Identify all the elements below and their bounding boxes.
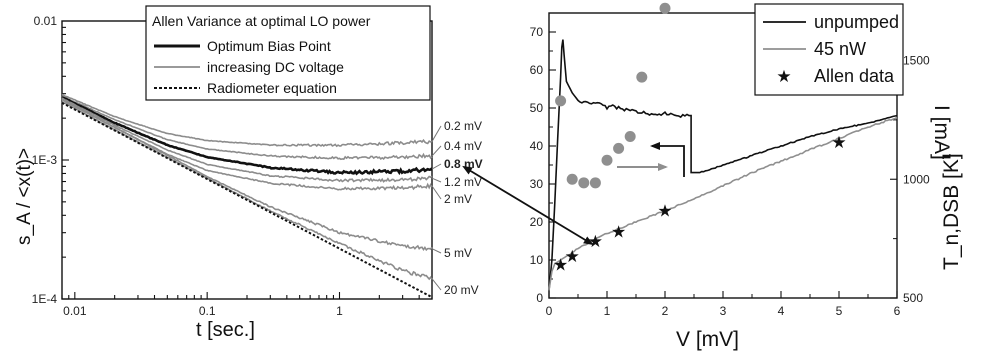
left-legend-label-optimum: Optimum Bias Point [207,38,331,54]
left-end-label: 0.2 mV [444,119,482,133]
left-end-label-connector [431,145,442,157]
right-legend-label-45nw: 45 nW [814,39,866,59]
noise-temperature-dot [555,95,567,107]
noise-temperature-dot [624,131,636,142]
right-x-tick-label: 0 [546,304,553,318]
allen-data-star: ★ [657,202,672,222]
left-series-line [61,101,433,299]
right-y2-tick-label: 1000 [903,172,930,186]
right-y2-axis-label: T_n,DSB [K] [940,153,963,270]
left-series-line [61,95,433,161]
right-x-tick-label: 1 [604,304,611,318]
noise-temperature-dot [613,142,625,154]
left-x-tick-label: 1 [336,304,343,318]
left-series-line [61,99,433,252]
right-y-tick-label: 40 [530,139,544,153]
allan-variance-chart: 0.01 0.1 1 0.01 1E-3 1E-4 0.2 mV 0.4 mV 0.8 mV 1… [14,5,483,341]
left-series-line [61,93,433,148]
left-y-tick-label: 1E-4 [32,292,58,306]
left-end-label: 2 mV [444,192,472,206]
right-series-line [548,116,898,291]
left-series-group [61,93,433,299]
left-legend: Allen Variance at optimal LO power Optim… [145,5,431,101]
right-legend-label-unpumped: unpumped [814,12,899,32]
left-series-line [61,97,433,183]
left-legend-label-radiometer: Radiometer equation [207,80,337,96]
left-legend-label-dc-voltage: increasing DC voltage [207,59,344,75]
noise-temperature-dot [589,177,601,189]
noise-temperature-dot [601,154,613,166]
right-series-line [548,39,898,291]
allen-data-star: ★ [831,133,846,153]
right-y-tick-label: 70 [530,25,544,39]
right-y2-tick-label: 1500 [903,54,930,68]
left-end-label: 5 mV [444,246,472,260]
left-x-tick-label: 0.01 [63,304,87,318]
left-end-labels: 0.2 mV 0.4 mV 0.8 mV 1.2 mV 2 mV 5 mV 20 mV [431,119,483,297]
left-ticks: 0.01 0.1 1 0.01 1E-3 1E-4 [32,14,433,318]
right-x-tick-label: 5 [836,304,843,318]
allen-data-star: ★ [565,247,580,267]
right-y-tick-label: 30 [530,177,544,191]
arrow-link-0p8mv [462,165,594,246]
annotation-arrows [462,142,685,246]
right-x-axis-label: V [mV] [676,328,739,351]
left-end-label-connector [431,163,442,170]
left-y-tick-label: 0.01 [34,14,58,28]
right-legend-star-icon: ★ [776,67,791,87]
right-x-tick-label: 2 [662,304,669,318]
allen-data-star: ★ [553,256,568,276]
left-y-tick-label: 1E-3 [32,153,58,167]
left-legend-title: Allen Variance at optimal LO power [152,13,371,29]
right-y-tick-label: 0 [536,291,543,305]
left-end-label-connector [431,278,442,291]
left-end-label-connector [431,248,442,254]
left-end-label-connector [431,125,442,142]
left-x-axis-label: t [sec.] [196,319,255,341]
right-y-tick-label: 60 [530,63,544,77]
arrow-current-axis [650,142,685,177]
left-series-line [61,96,433,176]
right-y-tick-label: 10 [530,253,544,267]
right-x-tick-label: 3 [720,304,727,318]
left-legend-box [145,5,431,101]
right-y-tick-label: 50 [530,101,544,115]
right-legend-label-allen: Allen data [814,66,895,86]
left-end-label: 0.8 mV [444,157,483,171]
right-x-tick-label: 4 [778,304,785,318]
right-y-tick-label: 20 [530,215,544,229]
noise-temperature-dot [659,2,671,14]
noise-temperature-dot [566,173,578,185]
right-y2-tick-label: 500 [903,291,923,305]
right-y-axis-label: I [mA] [930,105,953,160]
left-end-label: 0.4 mV [444,139,482,153]
left-end-label: 1.2 mV [444,175,482,189]
right-series-group [548,39,898,291]
right-legend: unpumped 45 nW ★ Allen data [754,3,904,96]
left-end-label: 20 mV [444,283,479,297]
left-y-axis-label: s_A / <x(t)> [14,148,35,245]
noise-temperature-dot [636,71,648,83]
left-x-tick-label: 0.1 [199,304,216,318]
left-end-label-connector [431,185,442,200]
noise-temperature-dot [578,177,590,189]
left-end-label-connector [431,177,442,183]
right-x-tick-label: 6 [894,304,901,318]
allen-data-star: ★ [611,223,626,243]
